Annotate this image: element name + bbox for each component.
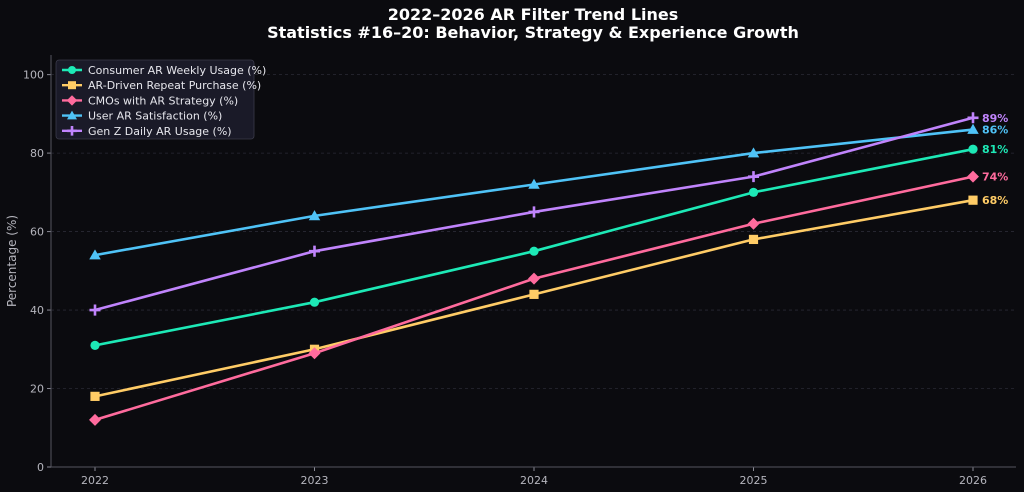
data-point <box>967 112 979 124</box>
data-point <box>308 245 321 257</box>
legend-item: Consumer AR Weekly Usage (%) <box>62 64 266 77</box>
data-point <box>528 206 540 218</box>
data-point <box>748 187 759 197</box>
x-tick-label: 2025 <box>740 474 768 487</box>
data-point <box>89 413 101 426</box>
series-1: 81% <box>90 143 1008 350</box>
legend-item: User AR Satisfaction (%) <box>62 110 222 123</box>
legend-label: AR-Driven Repeat Purchase (%) <box>88 79 261 92</box>
legend-label: Consumer AR Weekly Usage (%) <box>88 64 266 77</box>
series-2: 68% <box>90 194 1008 401</box>
x-tick-label: 2023 <box>301 474 329 487</box>
data-point <box>967 123 979 134</box>
tick-labels: 0 20 40 60 80 100 2022 2023 2024 2025 2026 <box>23 69 987 487</box>
data-point <box>748 234 759 245</box>
legend-swatch-marker <box>66 95 78 106</box>
y-tick-label: 100 <box>23 69 44 82</box>
series-5: 89% <box>89 112 1008 316</box>
legend-swatch-marker <box>67 110 77 120</box>
end-value-label: 81% <box>982 143 1008 156</box>
chart-title: 2022–2026 AR Filter Trend Lines <box>388 5 679 24</box>
series-4: 86% <box>89 124 1008 260</box>
x-tick-label: 2026 <box>959 474 987 487</box>
data-point <box>528 272 540 285</box>
end-value-label: 74% <box>982 171 1008 184</box>
y-tick-label: 20 <box>30 383 44 396</box>
y-tick-label: 60 <box>30 226 44 239</box>
legend-item: AR-Driven Repeat Purchase (%) <box>62 79 261 92</box>
legend: Consumer AR Weekly Usage (%) AR-Driven Re… <box>55 59 266 140</box>
legend-label: User AR Satisfaction (%) <box>88 110 222 123</box>
data-point <box>747 147 760 158</box>
data-point <box>308 210 321 221</box>
data-point <box>529 289 539 299</box>
data-point <box>968 195 978 205</box>
data-point <box>747 171 760 183</box>
axes <box>47 55 1016 471</box>
x-tick-label: 2024 <box>520 474 548 487</box>
data-point <box>308 347 321 360</box>
y-tick-label: 40 <box>30 304 44 317</box>
end-value-label: 86% <box>982 124 1008 137</box>
legend-label: Gen Z Daily AR Usage (%) <box>88 125 232 138</box>
y-axis-label: Percentage (%) <box>5 215 19 307</box>
data-point <box>89 304 101 316</box>
data-point <box>968 144 978 154</box>
y-tick-label: 80 <box>30 147 44 160</box>
data-point <box>967 170 979 183</box>
series-line <box>94 128 974 257</box>
data-point <box>528 178 540 189</box>
legend-box <box>55 59 255 140</box>
data-point <box>90 340 100 350</box>
end-value-label: 89% <box>982 112 1008 125</box>
legend-swatch-marker <box>68 66 76 74</box>
data-point <box>747 217 760 230</box>
legend-swatch-marker <box>68 81 76 90</box>
chart-subtitle: Statistics #16–20: Behavior, Strategy & … <box>267 23 799 42</box>
legend-item: CMOs with AR Strategy (%) <box>62 94 238 107</box>
y-tick-label: 0 <box>37 461 44 474</box>
legend-label: CMOs with AR Strategy (%) <box>88 94 238 107</box>
x-tick-label: 2022 <box>81 474 109 487</box>
data-point <box>529 246 539 256</box>
series-3: 74% <box>89 171 1008 426</box>
grid-lines <box>51 74 1016 389</box>
legend-swatch-marker <box>67 126 77 136</box>
data-point <box>90 391 100 401</box>
data-point <box>89 249 101 260</box>
data-point <box>309 297 320 307</box>
series-layer: 81% 68% 74% 86%89% <box>89 112 1008 426</box>
legend-item: Gen Z Daily AR Usage (%) <box>62 125 232 138</box>
end-value-label: 68% <box>982 194 1008 207</box>
